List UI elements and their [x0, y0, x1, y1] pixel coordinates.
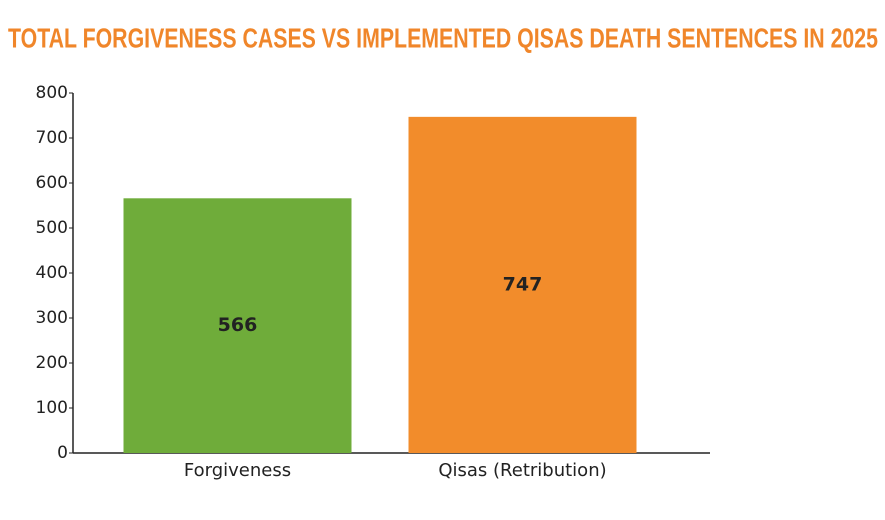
chart-title: TOTAL FORGIVENESS CASES VS IMPLEMENTED Q…: [8, 22, 878, 53]
y-tick-label: 500: [36, 218, 68, 238]
y-tick-label: 300: [36, 308, 68, 328]
y-tick-label: 0: [57, 443, 68, 463]
y-tick-label: 100: [36, 398, 68, 418]
y-tick-label: 600: [36, 173, 68, 193]
y-tick-label: 800: [36, 83, 68, 103]
bar: [123, 198, 352, 453]
y-tick-label: 700: [36, 128, 68, 148]
x-tick-label: Qisas (Retribution): [438, 460, 606, 481]
bar: [408, 116, 637, 453]
y-tick-label: 400: [36, 263, 68, 283]
y-tick-label: 200: [36, 353, 68, 373]
value-label: 566: [218, 314, 258, 336]
x-tick-label: Forgiveness: [184, 460, 291, 481]
value-label: 747: [503, 273, 543, 295]
